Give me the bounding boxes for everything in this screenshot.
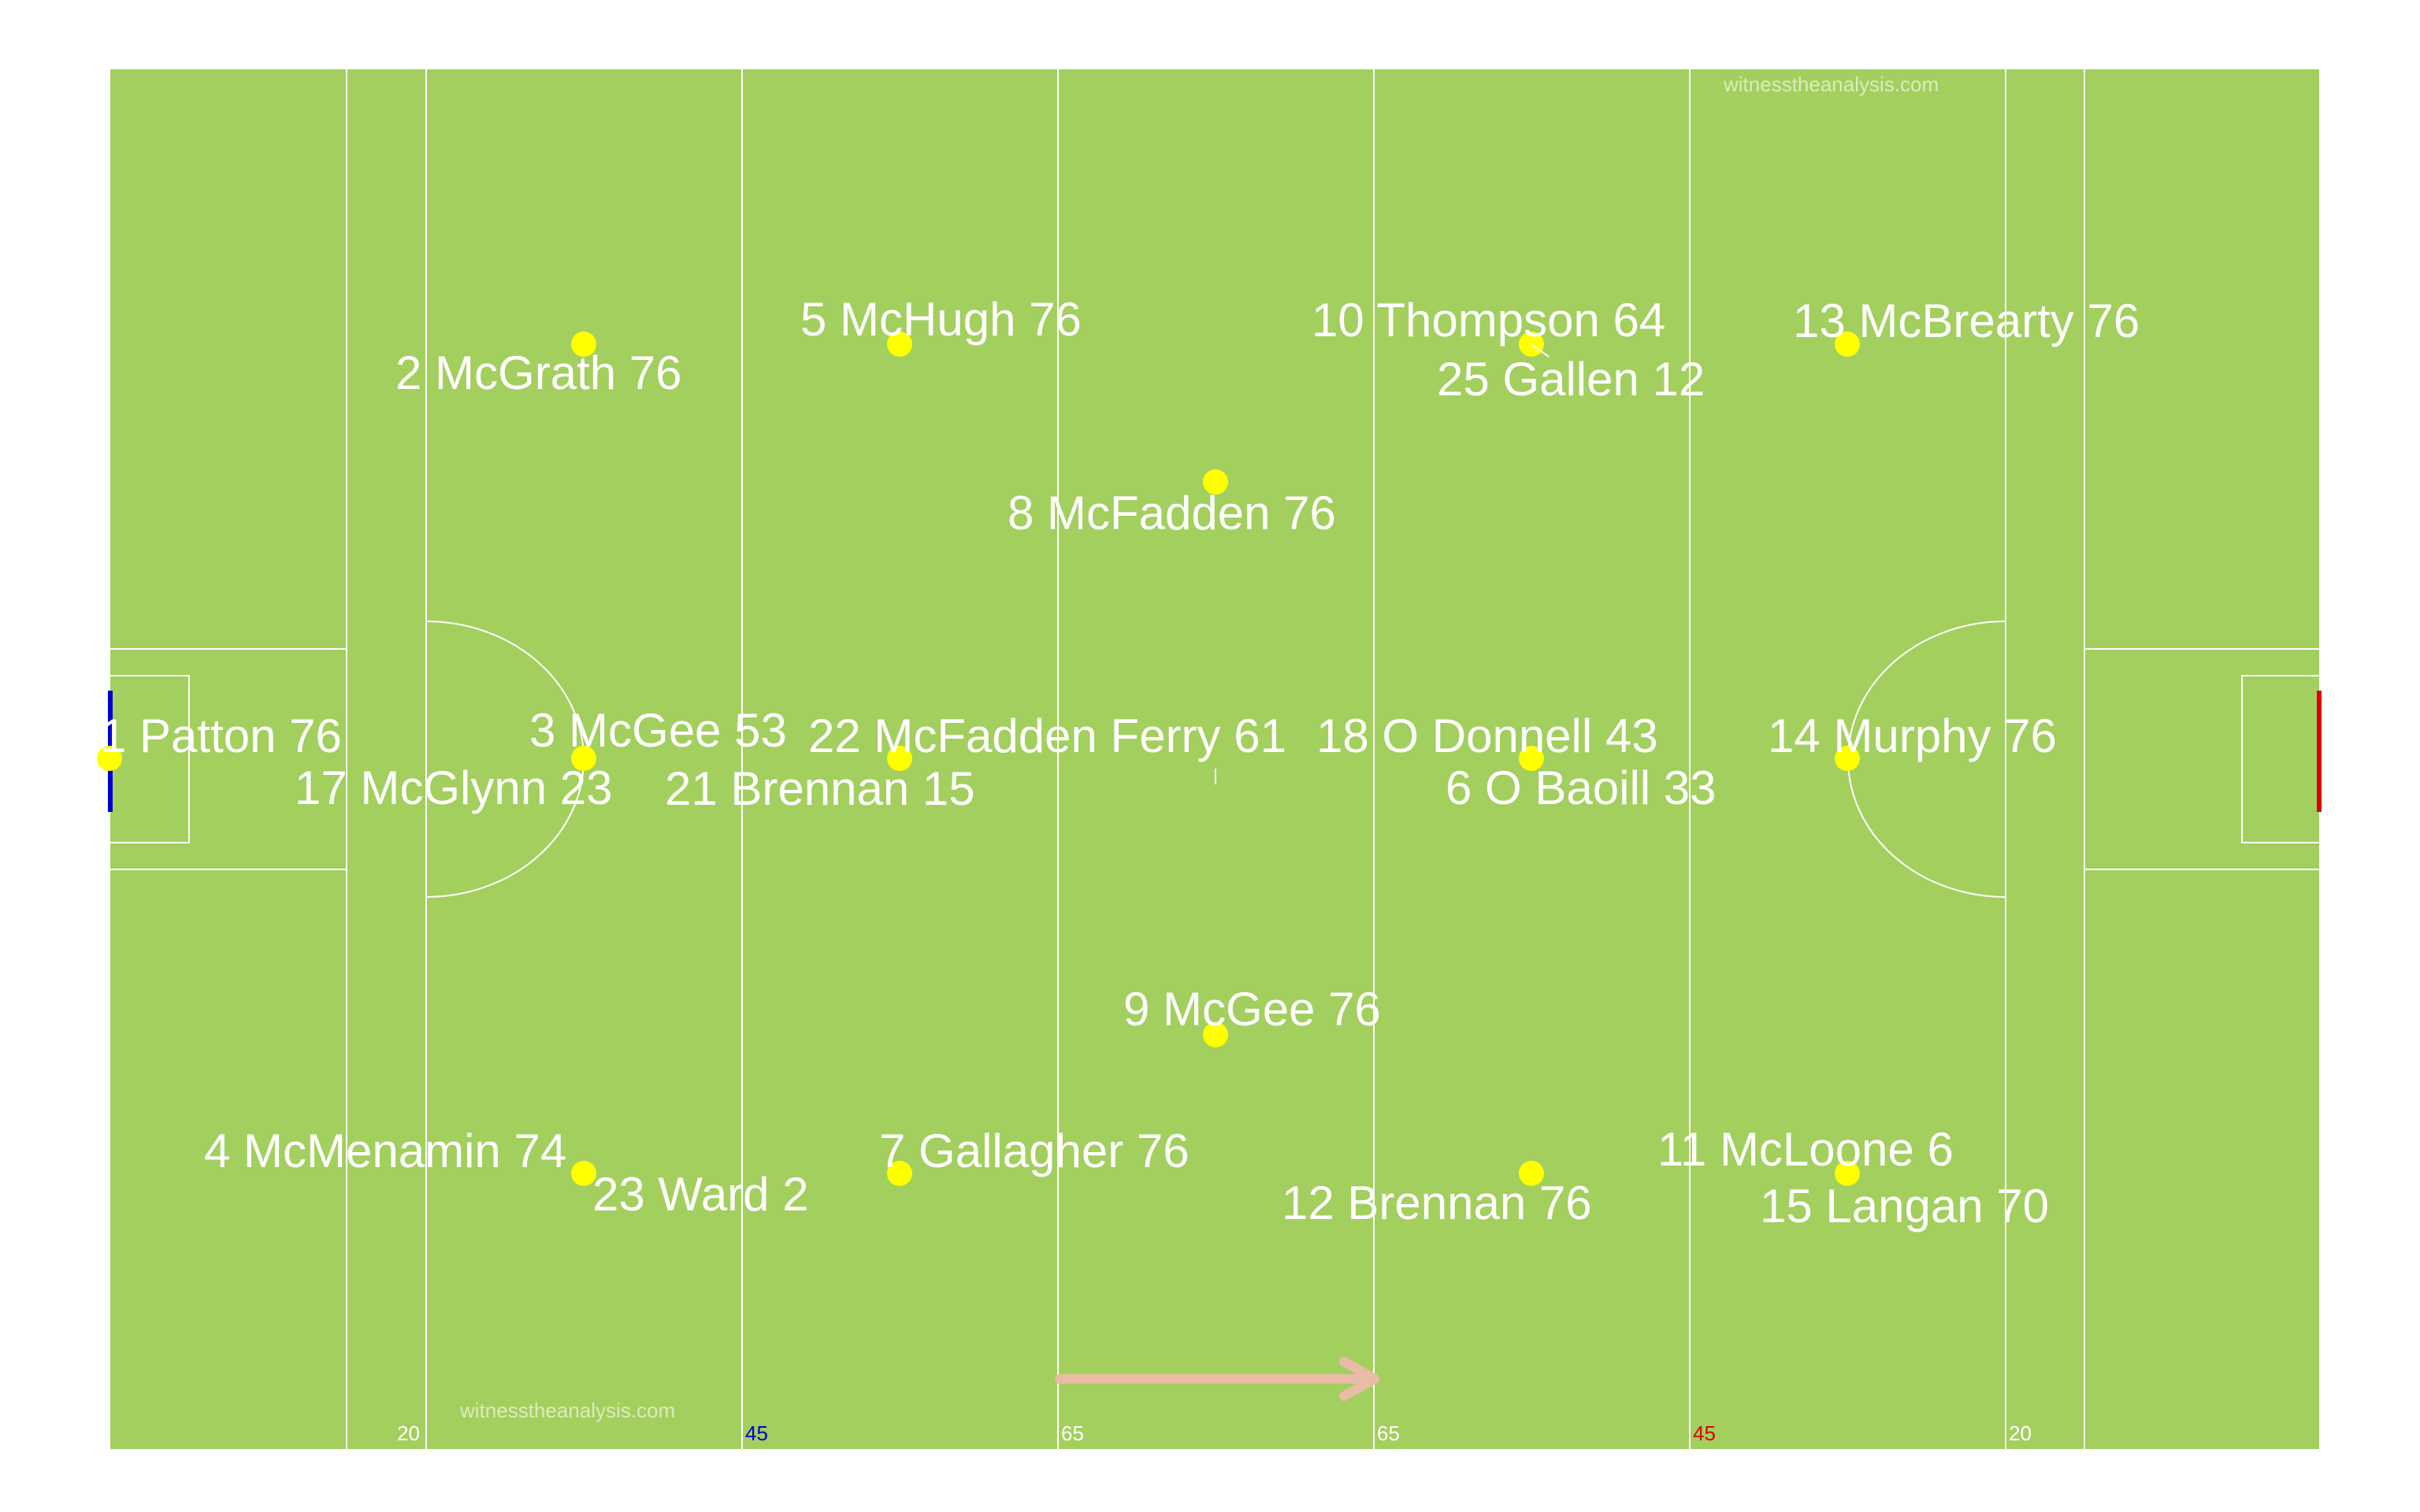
player-marker	[1835, 746, 1860, 771]
sub-connector	[1531, 343, 1550, 358]
player-label: 3 McGee 53	[529, 704, 787, 757]
player-label: 5 McHugh 76	[800, 293, 1082, 346]
distance-label: 20	[2009, 1421, 2032, 1445]
player-label: 11 McLoone 6	[1657, 1123, 1954, 1176]
player-label: 8 McFadden 76	[1008, 487, 1336, 539]
player-marker	[97, 746, 122, 771]
distance-labels: 20 45 65 65 45 20	[397, 1421, 2032, 1445]
player-label: 13 McBrearty 76	[1793, 295, 2140, 347]
player-label: 4 McMenamin 74	[204, 1125, 566, 1177]
small-rectangle-right	[2241, 675, 2319, 843]
attack-direction-arrow	[1055, 1357, 1379, 1401]
watermark-top: witnesstheanalysis.com	[1723, 72, 1939, 96]
small-rectangle-left	[110, 675, 190, 843]
player-label: 10 Thompson 64	[1312, 294, 1665, 346]
distance-label: 20	[397, 1421, 420, 1445]
player-markers	[97, 332, 1860, 1186]
player-marker	[1519, 746, 1544, 771]
player-label: 18 O Donnell 43	[1316, 710, 1658, 762]
player-label: 21 Brennan 15	[665, 762, 975, 815]
player-marker	[1203, 1022, 1228, 1047]
distance-label: 65	[1377, 1421, 1400, 1445]
player-label: 15 Langan 70	[1760, 1180, 2049, 1232]
player-label: 12 Brennan 76	[1282, 1177, 1592, 1229]
player-labels: 1 Patton 76 17 McGlynn 23 2 McGrath 76 3…	[100, 293, 2140, 1232]
player-label: 23 Ward 2	[592, 1168, 809, 1221]
player-marker	[887, 332, 912, 357]
player-marker	[887, 1161, 912, 1186]
player-label: 2 McGrath 76	[395, 346, 682, 399]
player-label: 22 McFadden Ferry 61	[808, 710, 1286, 762]
large-rectangle-left	[110, 648, 347, 870]
player-label: 14 Murphy 76	[1768, 710, 2057, 762]
pitch-lines	[110, 69, 2319, 1449]
player-label: 25 Gallen 12	[1437, 353, 1705, 406]
player-label: 7 Gallagher 76	[879, 1125, 1190, 1177]
distance-label: 45	[1693, 1421, 1716, 1445]
large-rectangle-right	[2084, 648, 2319, 870]
player-marker	[571, 746, 596, 771]
player-marker	[571, 1161, 596, 1186]
player-marker	[1519, 1161, 1544, 1186]
distance-label: 45	[745, 1421, 768, 1445]
player-marker	[1203, 469, 1228, 495]
pitch-surface	[110, 69, 2319, 1449]
player-marker	[1835, 1161, 1860, 1186]
watermark-bottom: witnesstheanalysis.com	[459, 1399, 675, 1422]
distance-label: 65	[1061, 1421, 1084, 1445]
player-marker	[887, 746, 912, 771]
player-label: 6 O Baoill 33	[1446, 762, 1717, 814]
player-marker	[1835, 332, 1860, 357]
player-label: 17 McGlynn 23	[295, 762, 613, 814]
player-marker	[571, 332, 596, 357]
player-label: 9 McGee 76	[1123, 983, 1381, 1036]
player-label: 1 Patton 76	[100, 710, 342, 762]
